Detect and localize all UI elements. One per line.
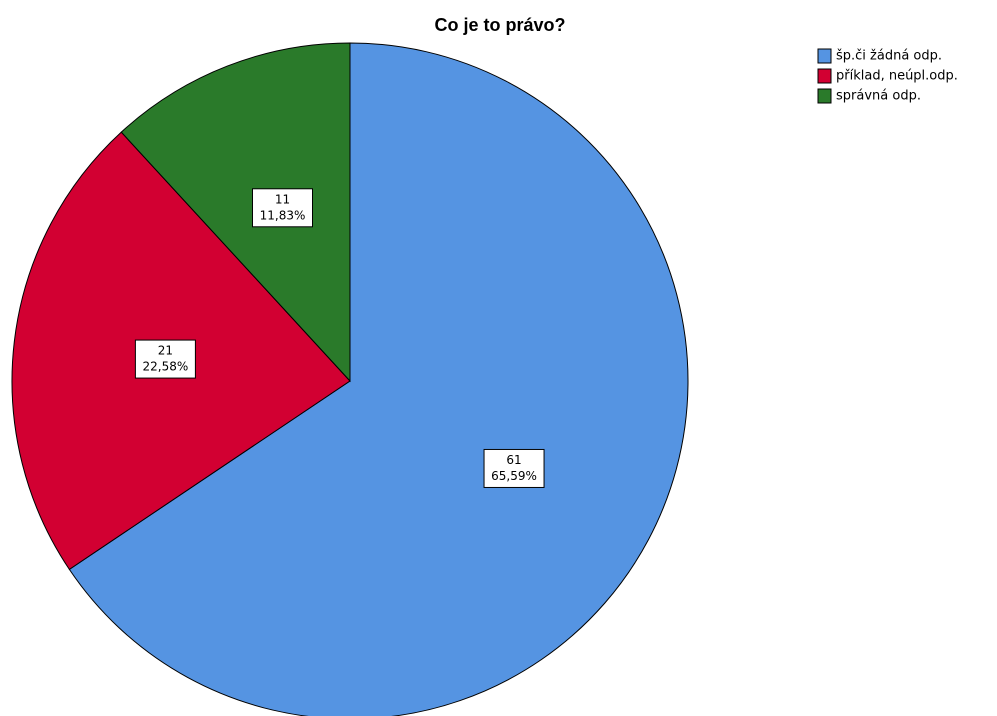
data-label: 21 22,58% (134, 339, 196, 379)
value-label: 11 (275, 192, 290, 206)
legend-label: správná odp. (836, 89, 921, 104)
value-label: 21 (158, 344, 173, 358)
pie-slice (68, 42, 689, 716)
percent-label: 22,58% (143, 360, 189, 374)
label-box (252, 188, 314, 228)
value-label: 61 (506, 453, 521, 467)
legend-label: šp.či žádná odp. (836, 49, 942, 64)
percent-label: 11,83% (260, 208, 306, 222)
data-label: 61 65,59% (483, 448, 545, 488)
legend-label: příklad, neúpl.odp. (836, 69, 958, 84)
legend-swatch (817, 88, 832, 104)
pie-slice (120, 42, 351, 383)
label-box (134, 339, 196, 379)
chart-title: Co je to právo? (434, 15, 565, 35)
data-label: 11 11,83% (252, 188, 314, 228)
percent-label: 65,59% (491, 469, 537, 483)
legend-swatch (817, 68, 832, 84)
label-box (483, 448, 545, 488)
legend-swatch (817, 48, 832, 64)
